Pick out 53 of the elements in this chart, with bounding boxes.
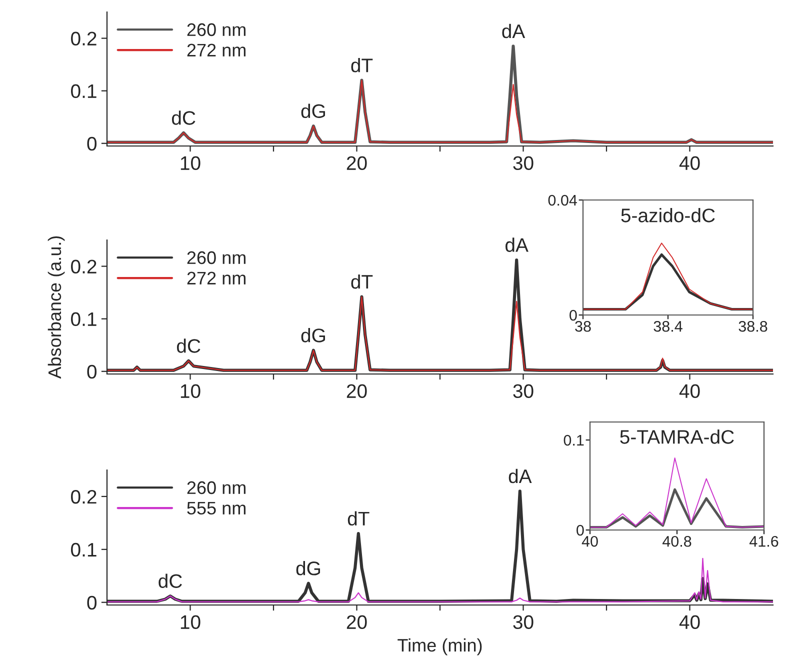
y-tick-label: 0.2: [71, 490, 96, 504]
x-tick-label: 20: [346, 384, 367, 398]
annotation: dT: [351, 274, 373, 289]
annotation: dA: [502, 24, 526, 38]
annotation: dC: [176, 338, 200, 353]
legend-label: 260 nm: [187, 481, 246, 494]
chart-title: 5-TAMRA-dC: [620, 430, 734, 444]
x-tick-label: 38.8: [738, 320, 768, 332]
y-tick-label: 0.2: [71, 32, 96, 46]
chart-title: 5-azido-dC: [621, 208, 715, 222]
x-tick-label: 41.6: [749, 536, 778, 547]
y-tick-label: 0: [87, 136, 97, 151]
x-tick-label: 20: [346, 615, 367, 630]
x-tick-label: 40: [679, 156, 700, 170]
y-tick-label: 0.1: [564, 434, 584, 446]
y-tick-label: 0: [570, 310, 577, 321]
x-tick-label: 40: [679, 615, 700, 630]
y-tick-label: 0.04: [548, 194, 577, 206]
y-tick-label: 0: [576, 524, 584, 536]
x-tick-label: 30: [513, 156, 534, 170]
x-tick-label: 10: [180, 615, 200, 630]
x-tick-label: 10: [180, 384, 200, 398]
x-tick-label: 40.8: [662, 536, 692, 547]
legend-label: 260 nm: [187, 23, 246, 36]
annotation: dC: [158, 574, 182, 588]
y-tick-label: 0.1: [71, 542, 96, 557]
annotation: dG: [301, 104, 325, 118]
y-axis-title: Absorbance (a.u.): [48, 236, 65, 379]
legend-label: 260 nm: [187, 251, 246, 264]
x-tick-label: 30: [513, 384, 534, 398]
annotation: dA: [508, 468, 532, 484]
annotation: dA: [506, 238, 528, 252]
y-tick-label: 0.2: [71, 260, 96, 274]
x-tick-label: 10: [180, 156, 200, 170]
legend-label: 272 nm: [187, 44, 246, 56]
y-tick-label: 0.1: [71, 312, 96, 326]
x-axis-title: Time (min): [398, 638, 482, 656]
x-tick-label: 40: [679, 384, 700, 398]
annotation: dG: [296, 561, 320, 576]
annotation: dC: [172, 110, 196, 125]
legend-label: 272 nm: [187, 272, 246, 284]
x-tick-label: 30: [513, 615, 534, 630]
y-tick-label: 0.1: [71, 84, 96, 98]
x-tick-label: 20: [346, 156, 367, 170]
x-tick-label: 38: [575, 320, 591, 332]
x-tick-label: 38.4: [654, 320, 682, 332]
annotation: dT: [348, 511, 370, 526]
x-tick-label: 40: [582, 536, 598, 547]
annotation: dT: [351, 58, 373, 72]
legend-label: 555 nm: [187, 502, 246, 515]
annotation: dG: [301, 328, 325, 342]
y-tick-label: 0: [87, 364, 97, 379]
y-tick-label: 0: [87, 596, 97, 610]
